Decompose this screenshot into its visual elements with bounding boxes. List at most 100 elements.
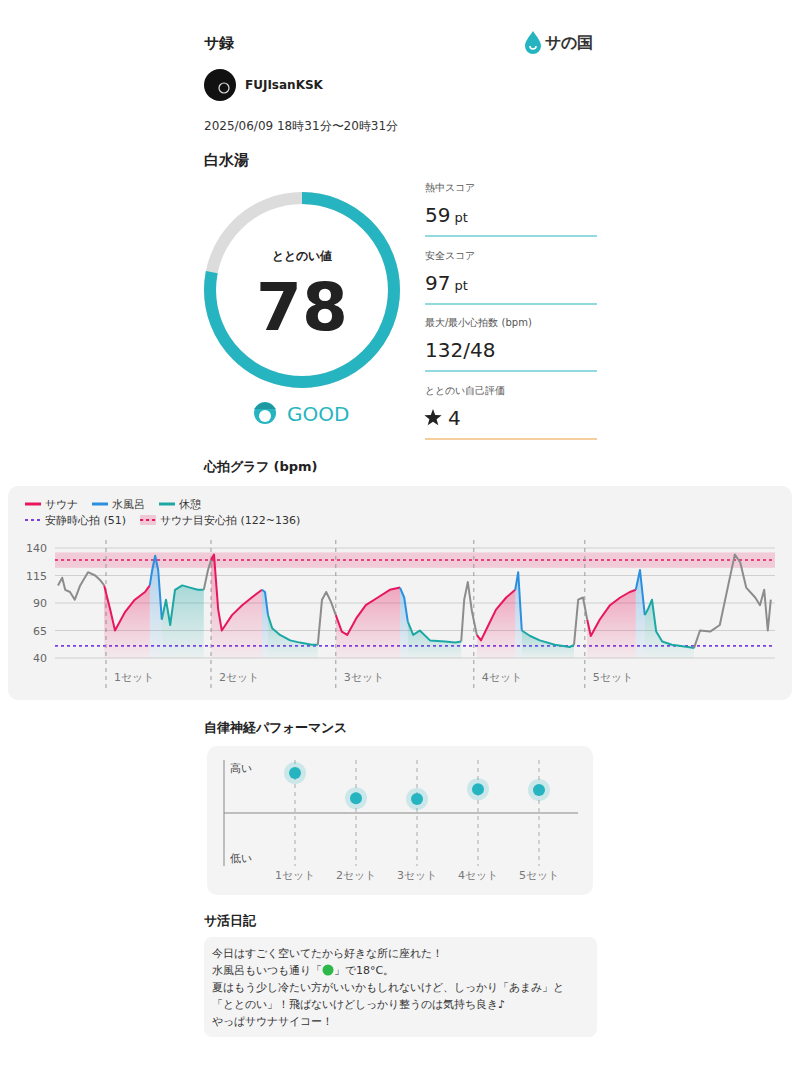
set-label: 5セット <box>593 671 633 684</box>
gauge-track <box>210 198 394 382</box>
gauge-value <box>210 198 394 382</box>
star-icon <box>424 409 441 425</box>
stat-value: 59 <box>425 203 450 227</box>
rating-icon-face <box>259 410 271 422</box>
legend-swatch <box>25 519 41 521</box>
stat-label: 最大/最小心拍数 (bpm) <box>425 317 532 328</box>
rating-text: GOOD <box>287 402 349 426</box>
stat-underline <box>425 235 597 236</box>
baseline <box>224 812 578 813</box>
status-icon <box>323 965 334 976</box>
stat-label: 安全スコア <box>425 250 475 261</box>
chart-panel <box>8 486 792 700</box>
legend-swatch <box>140 515 156 525</box>
legend-swatch-line <box>140 519 156 521</box>
y-tick-label: 140 <box>26 542 47 555</box>
diary-text: 「ととのい」！飛ばないけどしっかり整うのは気持ち良き♪ <box>212 998 505 1011</box>
stat-label: 熱中スコア <box>425 182 475 193</box>
dot <box>411 793 423 805</box>
user-name: FUJIsanKSK <box>245 78 324 92</box>
dot <box>472 783 484 795</box>
avatar-detail <box>219 83 229 93</box>
legend-label: 水風呂 <box>112 498 145 511</box>
y-tick-label: 65 <box>33 625 47 638</box>
grid-line <box>55 548 775 549</box>
x-tick-label: 2セット <box>336 869 376 882</box>
diary-text: 今日はすごく空いてたから好きな所に座れた！ <box>212 947 443 960</box>
area-fill <box>587 590 636 658</box>
page: サ録 サの国 FUJIsanKSK 2025/06/09 18時31分〜20時31分白… <box>0 0 800 1069</box>
area-fill <box>104 585 150 658</box>
diary-box <box>204 937 597 1037</box>
category-guide <box>539 760 540 866</box>
dot-halo <box>528 779 550 801</box>
chart-title: 心拍グラフ (bpm) <box>203 459 318 474</box>
dot <box>289 767 301 779</box>
set-label: 3セット <box>344 671 384 684</box>
legend-swatch <box>25 503 41 506</box>
plot-marks <box>58 555 771 658</box>
datetime: 2025/06/09 18時31分〜20時31分 <box>204 119 398 133</box>
legend-label: サウナ <box>45 498 78 511</box>
stat-unit: pt <box>454 210 467 225</box>
stat-underline <box>425 303 597 304</box>
y-tick-label: 40 <box>33 652 47 665</box>
hr-line <box>104 555 636 641</box>
chart-title: 自律神経パフォーマンス <box>204 720 347 735</box>
hr-line <box>162 585 694 648</box>
diary-text: 」で18°C。 <box>334 964 394 977</box>
x-tick-label: 3セット <box>397 869 437 882</box>
target-band-line <box>55 559 775 561</box>
diary-text: やっぱサウナサイコー！ <box>212 1015 333 1028</box>
gauge-number: 78 <box>256 269 348 346</box>
diary-text: 夏はもう少し冷たい方がいいかもしれないけど、しっかり「あまみ」と <box>212 981 564 994</box>
category-guide <box>356 760 357 866</box>
legend-label: 安静時心拍 (51) <box>45 514 126 527</box>
grid-line <box>55 575 775 576</box>
brand-icon <box>525 31 541 54</box>
page-title: サ録 <box>204 34 234 52</box>
rating-icon <box>254 402 276 424</box>
dot-halo <box>467 778 489 800</box>
x-tick-label: 5セット <box>519 869 559 882</box>
dot <box>350 792 362 804</box>
area-fill <box>262 590 268 658</box>
avatar <box>204 69 236 101</box>
section-title: サ活日記 <box>204 913 257 928</box>
set-label: 4セット <box>482 671 522 684</box>
category-guide <box>478 760 479 866</box>
stat-underline <box>425 438 597 439</box>
stat-label: ととのい自己評価 <box>425 385 505 396</box>
stat-value: 97 <box>425 271 450 295</box>
set-label: 1セット <box>114 671 154 684</box>
brand-icon-detail <box>530 46 536 49</box>
gauge-label: ととのい値 <box>272 249 332 263</box>
dot <box>533 784 545 796</box>
legend-label: 休憩 <box>179 498 201 511</box>
brand-name: サの国 <box>545 33 593 52</box>
stat-underline <box>425 370 597 371</box>
dot-halo <box>284 762 306 784</box>
stat-unit: pt <box>454 278 467 293</box>
legend-swatch <box>92 503 108 506</box>
area-fill <box>162 585 204 658</box>
grid-line <box>55 603 775 604</box>
target-band <box>55 552 775 567</box>
legend-label: サウナ目安心拍 (122~136) <box>160 514 300 527</box>
x-tick-label: 1セット <box>275 869 315 882</box>
diary-text: 水風呂もいつも通り「 <box>212 964 322 977</box>
y-tick-label: 115 <box>26 570 47 583</box>
hr-line <box>58 555 771 649</box>
chart-panel <box>207 746 593 895</box>
set-label: 2セット <box>219 671 259 684</box>
hr-line <box>150 556 645 631</box>
y-tick-label: 高い <box>230 762 252 775</box>
area-fill <box>477 590 515 658</box>
area-fill <box>268 615 318 658</box>
y-tick-label: 低い <box>230 852 252 865</box>
x-tick-label: 4セット <box>458 869 498 882</box>
facility-name: 白水湯 <box>204 151 249 169</box>
dot-halo <box>406 788 428 810</box>
area-fill <box>336 588 400 658</box>
dot-halo <box>345 787 367 809</box>
